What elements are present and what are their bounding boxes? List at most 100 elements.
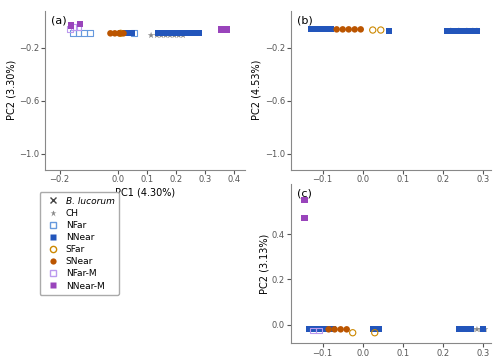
Point — [469, 326, 477, 332]
X-axis label: PC1 (4.30%): PC1 (4.30%) — [115, 187, 175, 197]
Point — [467, 326, 475, 332]
Point — [325, 326, 333, 332]
Point — [443, 28, 451, 34]
Point — [309, 327, 317, 333]
Point — [461, 326, 469, 332]
Point — [473, 28, 481, 34]
Point — [130, 30, 138, 36]
Point — [222, 26, 230, 32]
Point — [355, 41, 363, 47]
Point — [117, 30, 125, 36]
Point — [369, 326, 377, 332]
Point — [461, 326, 469, 332]
Point — [80, 30, 88, 36]
Point — [166, 30, 174, 36]
Point — [461, 28, 469, 34]
Point — [120, 48, 128, 53]
Point — [115, 30, 123, 36]
Point — [481, 326, 489, 332]
Point — [467, 28, 475, 34]
Point — [75, 25, 83, 30]
Point — [323, 26, 331, 32]
Point — [217, 26, 225, 32]
Point — [86, 30, 94, 36]
Point — [469, 28, 477, 34]
Point — [301, 215, 309, 221]
Point — [311, 326, 319, 332]
Point — [120, 30, 128, 36]
Point — [463, 28, 471, 34]
Point — [172, 30, 180, 36]
Point — [473, 28, 481, 34]
Point — [315, 26, 323, 32]
Point — [122, 30, 130, 36]
Point — [455, 28, 463, 34]
Point — [465, 326, 473, 332]
Point — [377, 27, 385, 33]
Point — [307, 26, 315, 32]
Point — [75, 30, 83, 36]
Point — [177, 30, 185, 36]
Y-axis label: PC2 (4.53%): PC2 (4.53%) — [252, 60, 262, 121]
Point — [175, 32, 183, 38]
Point — [153, 32, 161, 38]
Point — [319, 26, 327, 32]
Point — [106, 30, 114, 36]
Point — [160, 30, 168, 36]
Point — [329, 326, 337, 332]
Point — [315, 327, 323, 333]
Point — [170, 32, 178, 38]
Point — [70, 25, 78, 30]
Point — [331, 326, 339, 332]
Point — [479, 326, 487, 332]
Point — [333, 26, 341, 32]
Point — [301, 197, 309, 203]
Point — [351, 26, 359, 32]
Point — [66, 26, 74, 32]
Point — [369, 27, 377, 33]
Point — [157, 32, 165, 38]
Point — [166, 32, 174, 38]
Point — [345, 26, 353, 32]
Text: (a): (a) — [51, 16, 67, 26]
Point — [385, 28, 393, 34]
Point — [311, 26, 319, 32]
Point — [128, 30, 136, 36]
X-axis label: PC1 (4.82%): PC1 (4.82%) — [361, 187, 421, 197]
Point — [179, 32, 187, 38]
Point — [447, 28, 455, 34]
Point — [317, 326, 325, 332]
Point — [477, 326, 485, 332]
Point — [455, 326, 463, 332]
Point — [305, 326, 313, 332]
Point — [357, 26, 365, 32]
Point — [195, 30, 203, 36]
Point — [111, 30, 119, 36]
Text: (c): (c) — [297, 189, 312, 199]
Point — [117, 30, 125, 36]
Point — [349, 330, 357, 336]
Point — [327, 26, 335, 32]
Y-axis label: PC2 (3.30%): PC2 (3.30%) — [7, 60, 17, 120]
Point — [449, 28, 457, 34]
Point — [473, 326, 481, 332]
Legend: B. lucorum, CH, NFar, NNear, SFar, SNear, NFar-M, NNear-M: B. lucorum, CH, NFar, NNear, SFar, SNear… — [40, 192, 119, 295]
Point — [120, 153, 128, 159]
X-axis label: PC1 (5.04%): PC1 (5.04%) — [361, 360, 421, 361]
Point — [323, 326, 331, 332]
Point — [67, 22, 75, 28]
Point — [375, 326, 383, 332]
Point — [339, 26, 347, 32]
Point — [147, 32, 155, 38]
Point — [337, 326, 345, 332]
Point — [162, 32, 170, 38]
Point — [76, 21, 84, 27]
Point — [455, 28, 463, 34]
Point — [189, 30, 197, 36]
Point — [343, 326, 351, 332]
Point — [371, 330, 379, 336]
Point — [154, 30, 162, 36]
Point — [183, 30, 191, 36]
Point — [69, 30, 77, 36]
Y-axis label: PC2 (3.13%): PC2 (3.13%) — [259, 234, 269, 293]
